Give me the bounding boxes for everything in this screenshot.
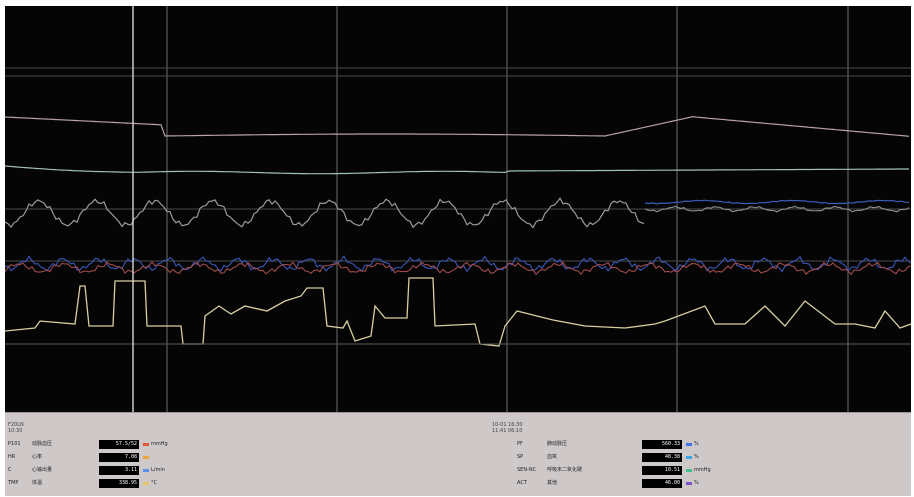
parameter-name: 肺动脉压 — [547, 441, 568, 447]
parameter-value: 57.5/52 — [99, 440, 139, 449]
parameter-unit: mmHg — [694, 467, 711, 473]
parameter-code: C — [8, 467, 12, 473]
parameter-value: 338.95 — [99, 479, 139, 488]
parameter-row: SEN-NC 呼吸末二氧化碳 10.51 mmHg — [517, 465, 722, 476]
color-swatch — [143, 443, 149, 446]
waveform-canvas — [5, 6, 911, 412]
trace-arterial — [5, 115, 910, 137]
parameter-name: 心率 — [32, 454, 43, 460]
trace-blue-upper — [644, 199, 909, 205]
parameter-unit: °C — [151, 480, 157, 486]
parameter-value: 3.11 — [99, 466, 139, 475]
parameter-row: C 心输出量 3.11 L/min — [8, 465, 179, 476]
trace-red-lower — [5, 260, 911, 276]
trace-temperature — [5, 277, 911, 347]
grid-lines — [5, 6, 911, 412]
center-timestamp: 10-01 16:30 11:41 06:10 — [492, 422, 523, 434]
color-swatch — [686, 482, 692, 485]
trace-cardiac-output — [5, 197, 645, 229]
parameter-unit: % — [694, 454, 699, 460]
parameter-row: HR 心率 7.08 — [8, 452, 179, 463]
left-timestamp: F20LN 10:30 — [8, 422, 24, 434]
parameter-name: 心输出量 — [32, 467, 53, 473]
parameter-value: 560.33 — [642, 440, 682, 449]
parameter-row: ACT 其他 46.00% — [517, 478, 722, 489]
parameter-name: 体温 — [32, 480, 43, 486]
parameter-unit: mmHg — [151, 441, 168, 447]
color-swatch — [143, 469, 149, 472]
trace-heart-rate — [5, 165, 909, 175]
parameter-value: 7.08 — [99, 453, 139, 462]
parameter-code: ACT — [517, 480, 527, 486]
waveform-plot — [5, 6, 911, 412]
parameter-row: PF 肺动脉压 560.33% — [517, 439, 722, 450]
trace-cardiac-output-tail — [644, 205, 910, 213]
parameter-unit: L/min — [151, 467, 165, 473]
parameter-code: SP — [517, 454, 524, 460]
parameter-row: P101 动脉血压 57.5/52 mmHg — [8, 439, 179, 450]
parameter-panel: F20LN 10:30 10-01 16:30 11:41 06:10 P101… — [5, 412, 911, 496]
parameter-code: P101 — [8, 441, 21, 447]
parameter-row: SP 血氧 48.38% — [517, 452, 722, 463]
parameter-value: 10.51 — [642, 466, 682, 475]
parameter-row: TMP 体温 338.95 °C — [8, 478, 179, 489]
parameter-unit: % — [694, 480, 699, 486]
parameter-value: 48.38 — [642, 453, 682, 462]
color-swatch — [143, 456, 149, 459]
color-swatch — [686, 456, 692, 459]
parameter-code: TMP — [8, 480, 19, 486]
parameter-name: 血氧 — [547, 454, 558, 460]
color-swatch — [686, 443, 692, 446]
color-swatch — [686, 469, 692, 472]
parameter-code: HR — [8, 454, 16, 460]
parameter-name: 动脉血压 — [32, 441, 53, 447]
parameter-name: 呼吸末二氧化碳 — [547, 467, 583, 473]
color-swatch — [143, 482, 149, 485]
parameter-unit: % — [694, 441, 699, 447]
traces — [5, 115, 911, 347]
parameter-code: PF — [517, 441, 523, 447]
parameter-name: 其他 — [547, 480, 558, 486]
parameter-code: SEN-NC — [517, 467, 537, 473]
parameter-value: 46.00 — [642, 479, 682, 488]
